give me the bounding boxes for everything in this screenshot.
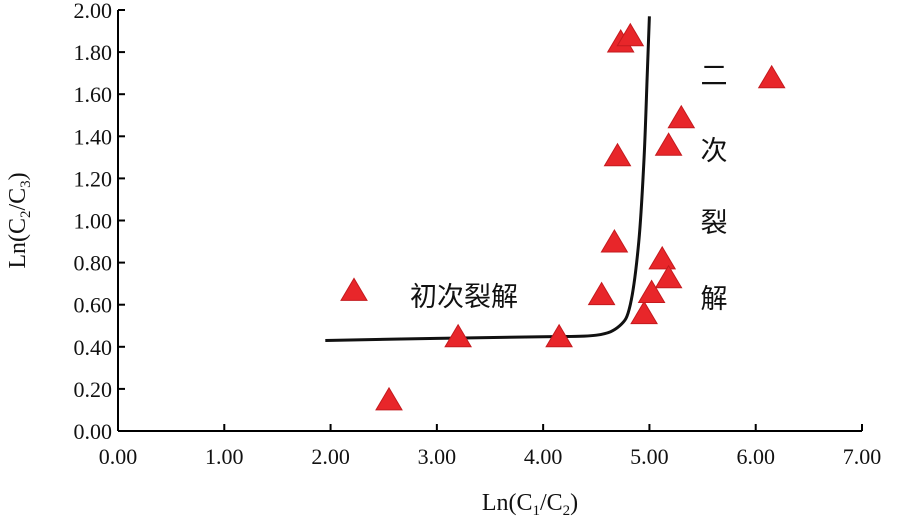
annotation-secondary-cracking: 二 次 裂 解 xyxy=(701,61,728,315)
axes xyxy=(117,10,862,432)
y-tick-label: 0.40 xyxy=(74,335,113,360)
x-tick-label: 0.00 xyxy=(99,444,138,469)
y-tick-label: 2.00 xyxy=(74,0,113,23)
y-ticks: 0.00 0.20 0.40 0.60 0.80 1.00 1.20 1.40 1.60 1.80… xyxy=(74,0,125,444)
x-tick-label: 2.00 xyxy=(311,444,350,469)
y-tick-label: 1.20 xyxy=(74,166,113,191)
x-tick-label: 6.00 xyxy=(736,444,775,469)
annotation-secondary-char: 次 xyxy=(701,136,728,167)
data-point xyxy=(603,142,632,167)
data-point xyxy=(375,386,403,411)
x-tick-label: 5.00 xyxy=(630,444,669,469)
data-point xyxy=(648,245,677,270)
x-tick-label: 1.00 xyxy=(205,444,244,469)
data-point xyxy=(587,281,616,306)
y-tick-label: 1.80 xyxy=(74,40,113,65)
y-tick-label: 0.20 xyxy=(74,377,113,402)
data-point xyxy=(637,279,666,303)
data-points xyxy=(340,22,786,411)
y-tick-label: 1.40 xyxy=(74,124,113,149)
y-tick-label: 1.00 xyxy=(74,209,113,234)
annotation-secondary-char: 裂 xyxy=(701,208,728,239)
data-point xyxy=(630,300,658,325)
y-tick-label: 1.60 xyxy=(74,82,113,107)
y-tick-label: 0.60 xyxy=(74,293,113,318)
x-ticks: 0.00 1.00 2.00 3.00 4.00 5.00 6.00 7.00 xyxy=(99,424,882,469)
y-tick-label: 0.00 xyxy=(74,419,113,444)
data-point xyxy=(616,22,645,47)
y-axis-title: Ln(C2/C3) xyxy=(5,172,34,268)
data-point xyxy=(757,64,786,89)
data-point xyxy=(654,132,683,156)
data-point xyxy=(654,264,683,289)
data-point xyxy=(444,323,472,348)
data-point xyxy=(545,323,573,348)
y-tick-label: 0.80 xyxy=(74,251,113,276)
x-tick-label: 4.00 xyxy=(524,444,563,469)
annotation-primary-cracking: 初次裂解 xyxy=(410,282,518,313)
data-point xyxy=(340,277,368,301)
data-point xyxy=(667,104,696,129)
x-tick-label: 7.00 xyxy=(843,444,882,469)
annotation-secondary-char: 二 xyxy=(701,61,728,92)
data-point xyxy=(600,229,629,253)
x-tick-label: 3.00 xyxy=(418,444,457,469)
annotation-secondary-char: 解 xyxy=(701,284,728,315)
x-axis-title: Ln(C1/C2) xyxy=(482,490,578,519)
